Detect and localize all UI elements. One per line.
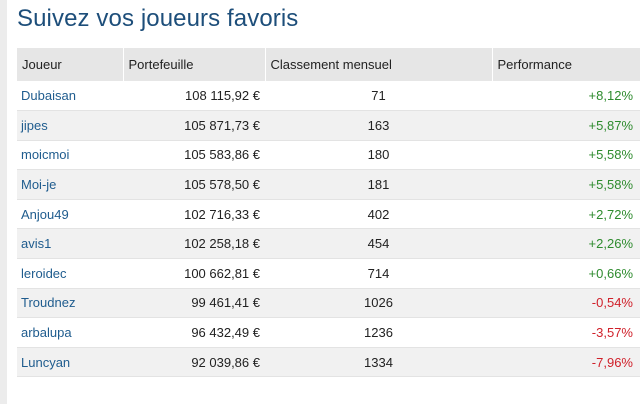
left-margin-strip <box>0 0 7 404</box>
monthly-rank-value: 402 <box>265 199 492 230</box>
player-name-link[interactable]: Moi-je <box>17 169 123 200</box>
portfolio-value: 108 115,92 € <box>123 81 265 112</box>
portfolio-value: 105 583,86 € <box>123 140 265 171</box>
table-header: Joueur Portefeuille Classement mensuel P… <box>17 48 640 81</box>
portfolio-value: 105 871,73 € <box>123 110 265 141</box>
portfolio-value: 102 716,33 € <box>123 199 265 230</box>
performance-value: +5,58% <box>492 140 640 171</box>
table-row: Dubaisan 108 115,92 €71 +8,12% <box>17 81 640 112</box>
monthly-rank-value: 163 <box>265 110 492 141</box>
monthly-rank-value: 180 <box>265 140 492 171</box>
table-body: Dubaisan 108 115,92 €71 +8,12% jipes 105 871… <box>17 81 640 378</box>
table-row: Troudnez 99 461,41 €1026 -0,54% <box>17 288 640 319</box>
player-name-link[interactable]: jipes <box>17 110 123 141</box>
player-name-link[interactable]: leroidec <box>17 258 123 289</box>
performance-value: +0,66% <box>492 258 640 289</box>
page-title: Suivez vos joueurs favoris <box>17 5 299 32</box>
performance-value: +8,12% <box>492 81 640 112</box>
table-row: avis1 102 258,18 €454 +2,26% <box>17 228 640 260</box>
performance-value: +5,87% <box>492 110 640 141</box>
performance-value: +5,58% <box>492 169 640 200</box>
portfolio-value: 99 461,41 € <box>123 288 265 319</box>
table-row: Anjou49 102 716,33 €402 +2,72% <box>17 199 640 230</box>
player-name-link[interactable]: Luncyan <box>17 347 123 378</box>
player-name-link[interactable]: Dubaisan <box>17 81 123 112</box>
column-header-monthly-rank[interactable]: Classement mensuel <box>264 48 492 81</box>
monthly-rank-value: 1334 <box>265 347 492 378</box>
player-name-link[interactable]: arbalupa <box>17 317 123 348</box>
table-row: moicmoi 105 583,86 €180 +5,58% <box>17 140 640 171</box>
portfolio-value: 102 258,18 € <box>123 228 265 260</box>
monthly-rank-value: 454 <box>265 228 492 260</box>
monthly-rank-value: 1236 <box>265 317 492 348</box>
portfolio-value: 100 662,81 € <box>123 258 265 289</box>
table-row: arbalupa 96 432,49 €1236 -3,57% <box>17 317 640 348</box>
performance-value: -0,54% <box>492 288 640 319</box>
player-name-link[interactable]: avis1 <box>17 228 123 260</box>
monthly-rank-value: 181 <box>265 169 492 200</box>
column-header-performance[interactable]: Performance <box>491 48 640 81</box>
table-row: Moi-je 105 578,50 €181 +5,58% <box>17 169 640 200</box>
column-header-player[interactable]: Joueur <box>17 48 123 81</box>
table-row: leroidec 100 662,81 €714 +0,66% <box>17 258 640 289</box>
performance-value: -7,96% <box>492 347 640 378</box>
player-name-link[interactable]: moicmoi <box>17 140 123 171</box>
table-row: Luncyan 92 039,86 €1334 -7,96% <box>17 347 640 378</box>
favorite-players-table: Joueur Portefeuille Classement mensuel P… <box>17 48 640 378</box>
monthly-rank-value: 714 <box>265 258 492 289</box>
performance-value: +2,72% <box>492 199 640 230</box>
performance-value: -3,57% <box>492 317 640 348</box>
monthly-rank-value: 71 <box>265 81 492 112</box>
performance-value: +2,26% <box>492 228 640 260</box>
header-row: Joueur Portefeuille Classement mensuel P… <box>17 48 640 81</box>
portfolio-value: 105 578,50 € <box>123 169 265 200</box>
player-name-link[interactable]: Troudnez <box>17 288 123 319</box>
table-row: jipes 105 871,73 €163 +5,87% <box>17 110 640 141</box>
portfolio-value: 96 432,49 € <box>123 317 265 348</box>
player-name-link[interactable]: Anjou49 <box>17 199 123 230</box>
column-header-portfolio[interactable]: Portefeuille <box>122 48 265 81</box>
portfolio-value: 92 039,86 € <box>123 347 265 378</box>
monthly-rank-value: 1026 <box>265 288 492 319</box>
